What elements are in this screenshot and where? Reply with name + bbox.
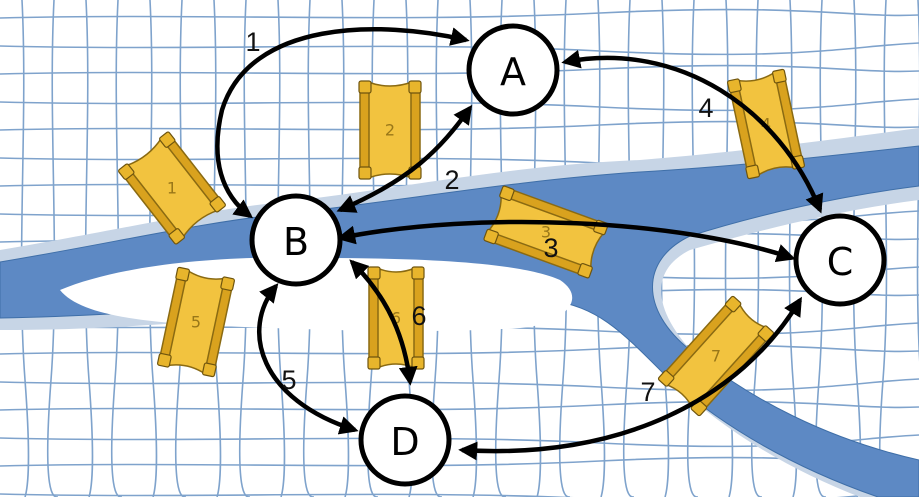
bridge-post [411,266,425,280]
bridge-5: 5 [157,266,235,378]
street-line [0,400,919,411]
street-line [0,8,919,19]
bridge-1: 1 [118,131,226,245]
edge-7 [458,296,802,461]
bridge-post [499,185,515,202]
node-c: C [793,213,887,307]
bridge-post [408,80,422,94]
street-line [0,490,919,497]
edge-label-1: 1 [245,27,260,57]
edge-6 [349,259,418,386]
edge-1 [215,27,470,219]
node-label: C [827,240,854,284]
bridge-number: 2 [385,121,395,140]
node-d: D [358,393,452,487]
node-b: B [249,193,343,287]
edges [215,27,824,461]
bridge-post [118,163,135,180]
edge-5 [256,283,359,435]
bridge-post [411,356,425,370]
bridge-post [577,262,593,279]
nodes: A B C D [249,23,887,487]
bridge-post [358,166,372,180]
street-line [0,42,919,56]
node-label: D [390,420,419,464]
street-line [916,0,919,362]
edge-4 [561,49,824,214]
edge-label-4: 4 [698,93,713,123]
node-circle [793,213,887,307]
edge-3 [336,219,796,263]
bridge-post [727,78,742,94]
bridge-post [220,276,235,292]
bridge-rail [359,81,370,179]
edge-label-2: 2 [444,165,459,195]
node-a: A [466,23,560,117]
edge-2 [336,104,473,213]
node-label: B [283,220,309,264]
street-line [0,120,919,131]
bridge-post [745,164,760,180]
bridge-2: 2 [358,80,422,180]
edge-label-6: 6 [411,301,426,331]
edge-label-7: 7 [640,377,655,407]
bridge-post [209,196,226,213]
bridge-post [202,362,217,378]
street-line [0,378,919,392]
node-circle [249,193,343,287]
edge-labels: 1 2 3 4 5 6 7 [245,27,713,407]
bridge-number: 7 [711,347,721,366]
bridge-number: 1 [167,179,177,198]
node-label: A [500,50,526,94]
street-line [0,344,919,355]
node-circle [358,393,452,487]
bridge-post [367,356,381,370]
edge-label-5: 5 [281,365,296,395]
bridge-post [159,131,176,148]
bridge-number: 5 [191,313,201,332]
bridge-post [168,228,185,245]
bridge-post [358,80,372,94]
bridge-post [175,266,190,282]
edge-label-3: 3 [543,233,558,263]
bridge-post [772,68,787,84]
bridge-post [157,352,172,368]
node-circle [466,23,560,117]
bridge-post [367,266,381,280]
